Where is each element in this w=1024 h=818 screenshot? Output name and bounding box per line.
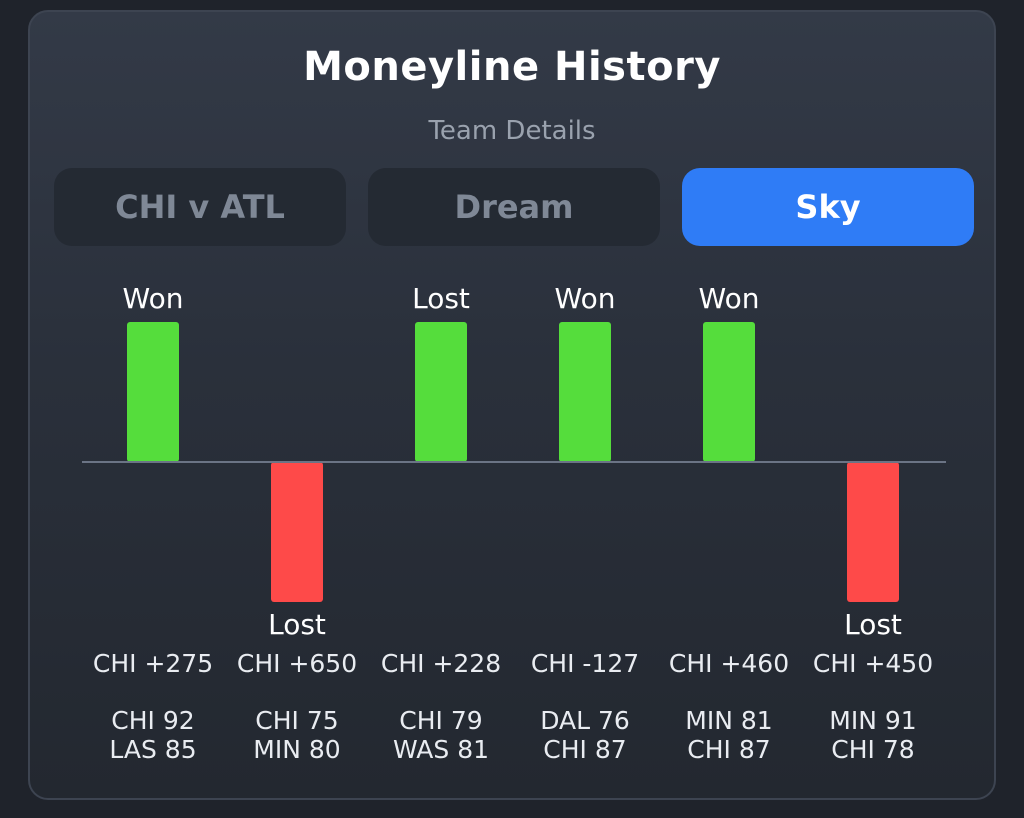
result-label: Lost [268, 608, 326, 641]
result-label: Lost [412, 282, 470, 315]
tab-dream[interactable]: Dream [368, 168, 660, 246]
odds-label: CHI +275 [93, 649, 213, 678]
score-bottom-label: LAS 85 [109, 735, 196, 764]
score-top-label: CHI 75 [255, 706, 338, 735]
won-bar [127, 322, 179, 462]
won-bar [703, 322, 755, 462]
won-bar [559, 322, 611, 462]
odds-label: CHI +460 [669, 649, 789, 678]
score-top-label: DAL 76 [540, 706, 630, 735]
odds-label: CHI +450 [813, 649, 933, 678]
tab-matchup[interactable]: CHI v ATL [54, 168, 346, 246]
odds-label: CHI +228 [381, 649, 501, 678]
result-label: Won [555, 282, 616, 315]
score-bottom-label: CHI 87 [543, 735, 626, 764]
score-bottom-label: WAS 81 [393, 735, 489, 764]
result-label: Won [123, 282, 184, 315]
result-label: Won [699, 282, 760, 315]
moneyline-card: Moneyline History Team Details CHI v ATL… [28, 10, 996, 800]
score-bottom-label: CHI 87 [687, 735, 770, 764]
card-subtitle: Team Details [428, 116, 596, 146]
score-bottom-label: MIN 80 [253, 735, 340, 764]
card-title: Moneyline History [303, 44, 721, 90]
tab-sky[interactable]: Sky [682, 168, 974, 246]
score-top-label: MIN 91 [829, 706, 916, 735]
score-top-label: MIN 81 [685, 706, 772, 735]
odds-label: CHI +650 [237, 649, 357, 678]
odds-label: CHI -127 [531, 649, 639, 678]
lost-bar [847, 462, 899, 602]
score-top-label: CHI 79 [399, 706, 482, 735]
score-bottom-label: CHI 78 [831, 735, 914, 764]
result-label: Lost [844, 608, 902, 641]
score-top-label: CHI 92 [111, 706, 194, 735]
lost-bar [271, 462, 323, 602]
won-bar [415, 322, 467, 462]
